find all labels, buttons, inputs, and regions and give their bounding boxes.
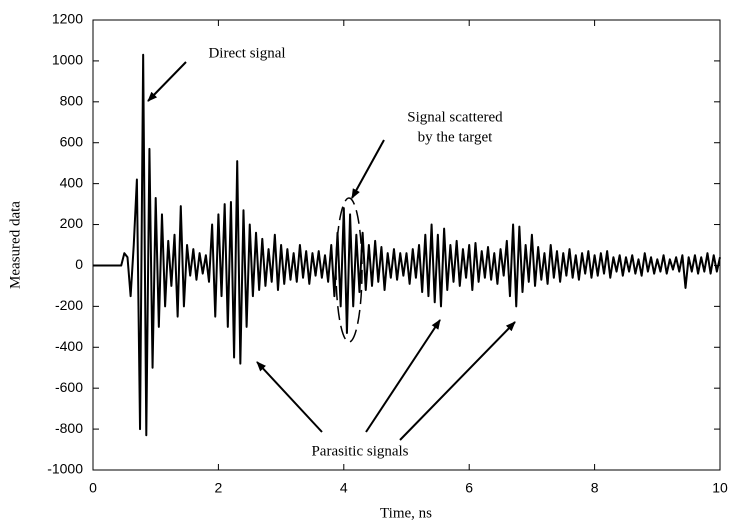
x-tick-label: 10 — [712, 480, 728, 496]
annotation: Parasitic signals — [311, 443, 408, 459]
y-tick-label: 800 — [60, 93, 84, 109]
y-tick-label: 400 — [60, 174, 84, 190]
x-axis-label: Time, ns — [380, 505, 432, 521]
y-tick-label: 1200 — [52, 11, 83, 27]
x-tick-label: 4 — [340, 480, 348, 496]
plot-frame — [92, 19, 721, 471]
annotation: by the target — [418, 129, 494, 145]
x-tick-label: 2 — [215, 480, 223, 496]
y-tick-label: -600 — [55, 379, 83, 395]
annotation: Signal scattered — [407, 109, 503, 125]
arrow — [399, 321, 516, 441]
signal-line — [93, 53, 721, 437]
x-tick-label: 6 — [465, 480, 473, 496]
y-tick-label: -800 — [55, 420, 83, 436]
y-tick-label: -400 — [55, 338, 83, 354]
annotation: Direct signal — [208, 45, 285, 61]
y-tick-label: 1000 — [52, 52, 83, 68]
x-tick-label: 0 — [89, 480, 97, 496]
y-axis-label: Measured data — [7, 201, 23, 289]
x-tick-label: 8 — [591, 480, 599, 496]
y-tick-label: 200 — [60, 215, 84, 231]
arrow — [256, 361, 323, 433]
y-tick-label: -200 — [55, 297, 83, 313]
y-tick-label: 0 — [75, 256, 83, 272]
y-tick-label: 600 — [60, 133, 84, 149]
arrow — [365, 319, 441, 433]
arrow — [351, 139, 385, 199]
y-tick-label: -1000 — [47, 461, 83, 477]
arrow — [147, 61, 187, 102]
